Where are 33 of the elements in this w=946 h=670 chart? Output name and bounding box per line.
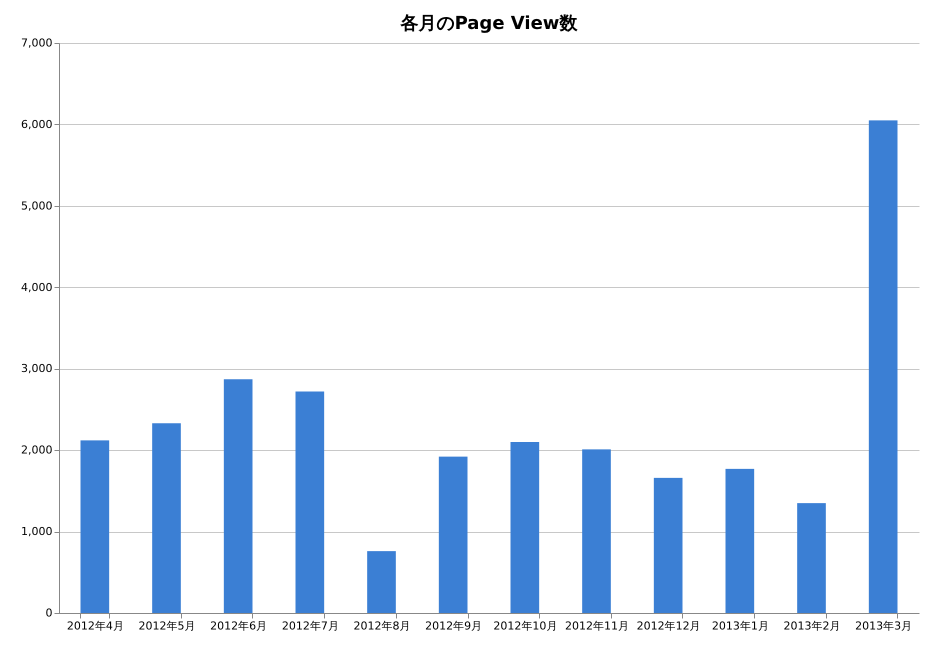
x-tick-label: 2012年11月 [565,620,629,632]
x-tick-label: 2012年7月 [282,620,339,632]
bar [80,440,110,613]
bar [654,478,682,613]
x-tick-label: 2012年12月 [636,620,701,632]
bar [152,423,181,613]
y-tick-label: 4,000 [21,280,52,294]
x-tick-label: 2012年6月 [210,620,268,632]
bar [367,551,396,613]
y-tick-label: 7,000 [21,36,52,50]
y-tick-label: 1,000 [21,525,52,538]
bar [868,120,898,613]
x-tick-label: 2012年10月 [493,620,558,632]
y-tick-label: 0 [46,606,52,620]
x-tick-label: 2012年5月 [138,620,196,632]
bar [510,442,540,613]
bar [296,392,324,613]
y-tick-label: 5,000 [21,199,52,212]
x-tick-label: 2013年1月 [712,620,769,632]
chart-title: 各月のPage View数 [400,13,578,34]
bar [438,456,468,613]
x-tick-label: 2012年8月 [354,620,410,632]
bar [224,379,252,613]
bar [582,449,611,613]
y-tick-label: 2,000 [21,444,52,457]
y-tick-label: 3,000 [21,362,52,376]
x-tick-label: 2013年2月 [784,620,840,632]
y-tick-label: 6,000 [21,118,52,131]
x-tick-label: 2012年4月 [66,620,124,632]
x-tick-label: 2013年3月 [855,620,912,632]
bar [797,503,826,613]
x-tick-label: 2012年9月 [425,620,482,632]
bar [726,468,754,613]
